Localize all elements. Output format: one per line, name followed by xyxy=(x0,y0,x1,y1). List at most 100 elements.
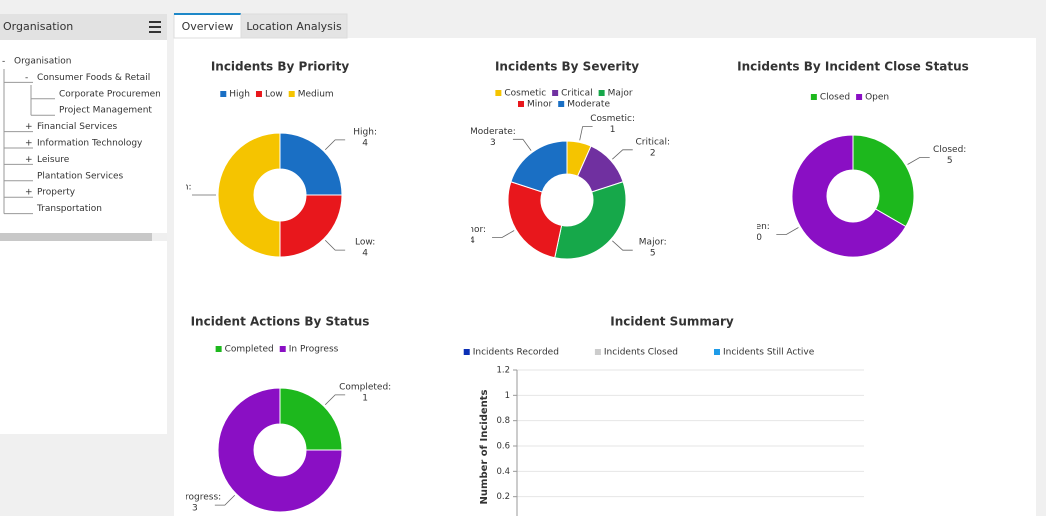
legend-swatch xyxy=(552,90,559,96)
content-panel xyxy=(174,38,1036,516)
data-label-name: Major: xyxy=(639,238,667,248)
data-label-value: 2 xyxy=(650,148,656,158)
donut-slice xyxy=(507,181,563,259)
tree-node[interactable]: Consumer Foods & Retail xyxy=(37,73,150,83)
legend-swatch xyxy=(255,91,262,97)
donut-slice xyxy=(510,140,568,193)
data-label-value: 10 xyxy=(751,233,763,243)
legend-label[interactable]: Incidents Still Active xyxy=(723,348,815,358)
data-label-name: Open: xyxy=(743,222,770,232)
legend-label[interactable]: Open xyxy=(865,93,889,103)
tree-toggle[interactable]: + xyxy=(25,188,33,198)
legend-label[interactable]: Cosmetic xyxy=(504,89,546,99)
legend-label[interactable]: Critical xyxy=(561,89,592,99)
legend-swatch xyxy=(598,90,605,96)
legend-label[interactable]: Closed xyxy=(820,93,850,103)
chart-title: Incidents By Priority xyxy=(211,60,350,74)
sidebar-header xyxy=(0,14,167,40)
tree-toggle[interactable]: + xyxy=(25,139,33,149)
legend-swatch xyxy=(713,349,720,355)
legend-swatch xyxy=(594,349,601,355)
tree: - Organisation- Consumer Foods & RetailCor… xyxy=(2,57,180,215)
data-labels: Closed:5 Open:10 xyxy=(743,145,966,243)
data-label-name: Critical: xyxy=(635,137,670,147)
tab-label[interactable]: Overview xyxy=(182,20,234,33)
sidebar xyxy=(0,14,167,434)
data-label-name: Low: xyxy=(355,238,375,248)
tree-node[interactable]: Corporate Procurement Un xyxy=(59,89,180,99)
donut-slice xyxy=(217,387,343,513)
y-tick-label: 0.4 xyxy=(496,467,510,477)
chart-title: Incidents By Incident Close Status xyxy=(737,60,969,74)
legend-label[interactable]: Low xyxy=(265,90,283,100)
donut-chart: Incidents By Priority High Low Medium High: 4… xyxy=(152,60,377,259)
tree-toggle[interactable]: - xyxy=(25,73,28,83)
leader-line xyxy=(214,494,236,506)
tree-node[interactable]: Leisure xyxy=(37,155,70,165)
legend-label[interactable]: Incidents Recorded xyxy=(473,348,559,358)
scrollbar[interactable] xyxy=(0,233,152,241)
data-label-name: Completed: xyxy=(339,382,391,392)
data-label-name: Medium: xyxy=(152,183,191,193)
donut-chart: Incidents By Incident Close Status Closed… xyxy=(737,60,969,258)
tree-node[interactable]: Information Technology xyxy=(37,139,143,149)
legend-label[interactable]: Completed xyxy=(225,345,274,355)
data-label-value: 4 xyxy=(362,249,368,259)
tree-node[interactable]: Transportation xyxy=(36,204,102,214)
donut-chart: Incident Actions By Status Completed In Pr… xyxy=(169,315,391,514)
leader-line xyxy=(612,149,633,160)
chart-title: Incident Actions By Status xyxy=(191,315,370,329)
legend-label[interactable]: Minor xyxy=(527,100,552,110)
data-label-value: 5 xyxy=(947,156,953,166)
donut-slice xyxy=(791,134,907,258)
donut-slice xyxy=(852,134,915,228)
donut-slice xyxy=(279,387,343,451)
tree-toggle[interactable]: + xyxy=(25,122,33,132)
donut-slice xyxy=(554,181,627,260)
data-label-value: 1 xyxy=(610,125,616,135)
leader-line xyxy=(776,227,799,235)
legend-label[interactable]: In Progress xyxy=(289,345,339,355)
leader-line xyxy=(612,240,633,251)
bar-chart: Incident Summary Incidents Recorded Incide… xyxy=(463,315,864,516)
donut-slice xyxy=(279,132,343,196)
tab[interactable] xyxy=(240,13,348,39)
tree-node[interactable]: Project Management xyxy=(59,106,152,116)
data-label-value: 5 xyxy=(650,249,656,259)
legend-label[interactable]: Incidents Closed xyxy=(604,348,678,358)
tree-node[interactable]: Property xyxy=(37,188,76,198)
legend-label[interactable]: Medium xyxy=(298,90,334,100)
legend-label[interactable]: High xyxy=(229,90,250,100)
leader-line xyxy=(324,139,346,151)
legend-swatch xyxy=(288,91,295,97)
tab-indicator xyxy=(174,13,241,15)
tabs: Overview Location Analysis xyxy=(173,13,348,39)
leader-line xyxy=(324,394,346,406)
y-tick-label: 0.6 xyxy=(496,442,510,452)
tree-toggle[interactable]: - xyxy=(2,57,5,67)
data-label-name: High: xyxy=(353,127,377,137)
chart-title: Incidents By Severity xyxy=(495,60,639,74)
y-tick-label: 0.2 xyxy=(496,492,510,502)
legend-swatch xyxy=(279,346,286,352)
data-label-name: Closed: xyxy=(933,145,966,155)
leader-line xyxy=(512,138,532,151)
menu-icon[interactable] xyxy=(149,21,161,33)
leader-line xyxy=(492,230,515,238)
legend-label[interactable]: Moderate xyxy=(567,100,610,110)
tree-node[interactable]: Financial Services xyxy=(37,122,118,132)
data-labels: Completed:1 In Progress:3 xyxy=(169,382,391,513)
legend-label[interactable]: Major xyxy=(608,89,633,99)
tree-node[interactable]: Organisation xyxy=(14,57,72,67)
data-labels: Cosmetic:1 Critical:2 Major:5 Minor:4 Modera… xyxy=(469,114,670,259)
data-label-value: 4 xyxy=(469,236,475,246)
scroll-arrow[interactable] xyxy=(152,233,167,241)
data-label-name: Cosmetic: xyxy=(590,114,635,124)
legend-swatch xyxy=(215,346,222,352)
tree-node[interactable]: Plantation Services xyxy=(37,171,124,181)
tab-label[interactable]: Location Analysis xyxy=(246,20,342,33)
data-label-name: In Progress: xyxy=(169,493,222,503)
tree-toggle[interactable]: + xyxy=(25,155,33,165)
